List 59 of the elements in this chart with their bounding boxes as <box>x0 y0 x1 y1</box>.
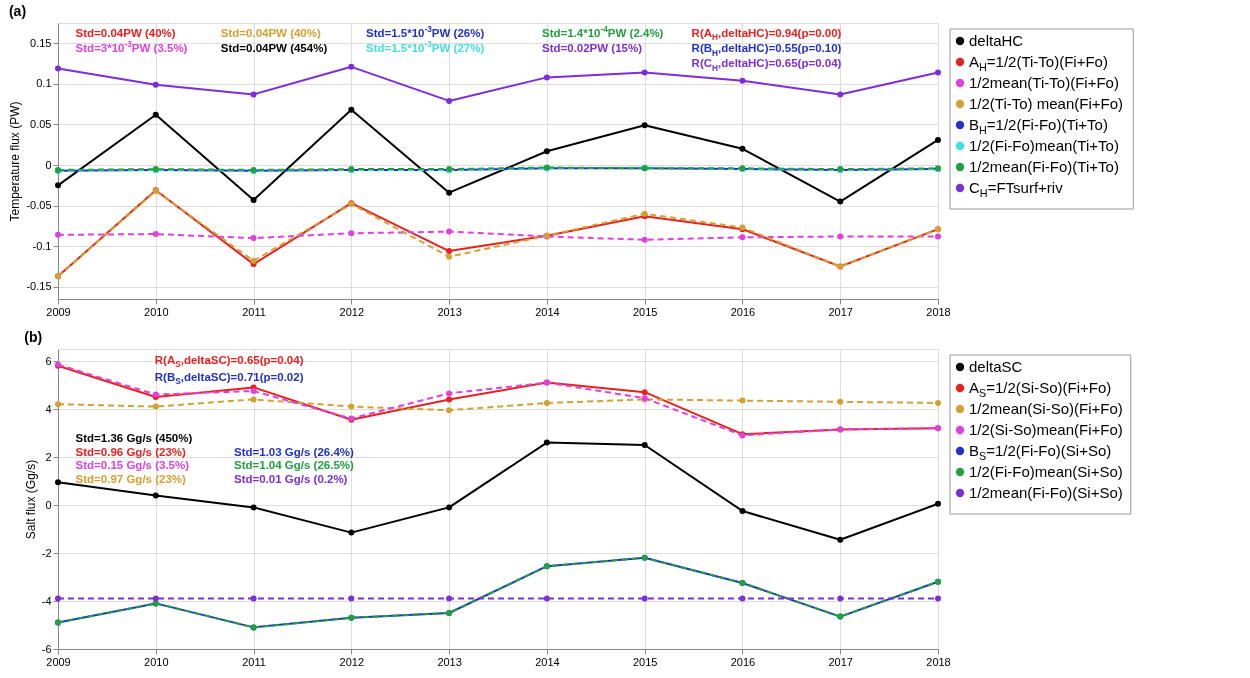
x-tick-label: 2014 <box>535 305 560 318</box>
annotation: Std=0.97 Gg/s (23%) <box>75 472 187 485</box>
x-tick-label: 2017 <box>828 305 853 318</box>
annotation: Std=0.15 Gg/s (3.5%) <box>75 459 190 471</box>
annotation: Std=1.03 Gg/s (26.4%) <box>234 445 355 458</box>
legend-label: 1/2mean(Fi-Fo)(Si+So) <box>969 484 1123 501</box>
chart-title: (a) <box>8 3 27 19</box>
annotation: Std=1.04 Gg/s (26.5%) <box>234 459 355 471</box>
x-tick-label: 2009 <box>46 655 71 668</box>
legend-label: 1/2mean(Ti-To)(Fi+Fo) <box>969 74 1119 91</box>
x-tick-label: 2013 <box>437 305 462 318</box>
legend-label: 1/2mean(Si-So)(Fi+Fo) <box>969 400 1123 417</box>
legend-label: deltaHC <box>969 32 1024 49</box>
y-tick-label: -0.05 <box>26 199 52 212</box>
legend-label: 1/2(Fi-Fo)mean(Ti+To) <box>969 137 1119 154</box>
x-tick-label: 2015 <box>632 655 658 668</box>
y-axis-title: Salt flux (Gg/s) <box>23 459 38 540</box>
y-tick-label: 6 <box>45 354 52 367</box>
x-tick-label: 2016 <box>730 655 756 668</box>
annotation: Std=0.04PW (40%) <box>220 27 321 40</box>
x-tick-label: 2016 <box>730 305 756 318</box>
y-tick-label: -0.15 <box>26 280 52 293</box>
legend-label: deltaSC <box>969 358 1023 375</box>
y-tick-label: 0.1 <box>36 77 52 90</box>
x-tick-label: 2017 <box>828 655 853 668</box>
annotation: Std=0.96 Gg/s (23%) <box>75 445 187 458</box>
x-tick-label: 2018 <box>926 655 951 668</box>
y-tick-label: 4 <box>45 402 52 415</box>
y-tick-label: -4 <box>41 594 52 607</box>
x-tick-label: 2012 <box>339 655 365 668</box>
legend-label: 1/2(Si-So)mean(Fi+Fo) <box>969 421 1123 438</box>
x-tick-label: 2014 <box>535 655 560 668</box>
x-tick-label: 2011 <box>242 305 266 318</box>
y-tick-label: -6 <box>41 642 52 655</box>
legend-label: 1/2(Fi-Fo)mean(Si+So) <box>969 463 1123 480</box>
annotation: Std=0.04PW (454%) <box>220 42 328 55</box>
y-tick-label: 0.15 <box>30 36 52 49</box>
x-tick-label: 2009 <box>46 305 71 318</box>
x-tick-label: 2015 <box>632 305 658 318</box>
y-tick-label: 0.05 <box>30 117 52 130</box>
annotation: Std=0.04PW (40%) <box>75 27 176 40</box>
x-tick-label: 2010 <box>144 305 169 318</box>
y-tick-label: 2 <box>45 450 52 463</box>
legend-label: 1/2mean(Fi-Fo)(Ti+To) <box>969 158 1119 175</box>
y-axis-title: Temperature flux (PW) <box>8 101 23 222</box>
legend-label: 1/2(Ti-To) mean(Fi+Fo) <box>969 95 1124 112</box>
x-tick-label: 2011 <box>242 655 266 668</box>
y-tick-label: 0 <box>45 158 52 171</box>
y-tick-label: 0 <box>45 498 52 511</box>
annotation: Std=1.36 Gg/s (450%) <box>75 432 193 444</box>
x-tick-label: 2012 <box>339 305 365 318</box>
annotation: Std=0.02PW (15%) <box>542 42 643 55</box>
y-tick-label: -2 <box>41 546 52 559</box>
y-tick-label: -0.1 <box>32 239 52 252</box>
annotation: Std=0.01 Gg/s (0.2%) <box>234 472 348 485</box>
chart-title: (b) <box>24 329 43 345</box>
x-tick-label: 2018 <box>926 305 951 318</box>
x-tick-label: 2010 <box>144 655 169 668</box>
x-tick-label: 2013 <box>437 655 462 668</box>
